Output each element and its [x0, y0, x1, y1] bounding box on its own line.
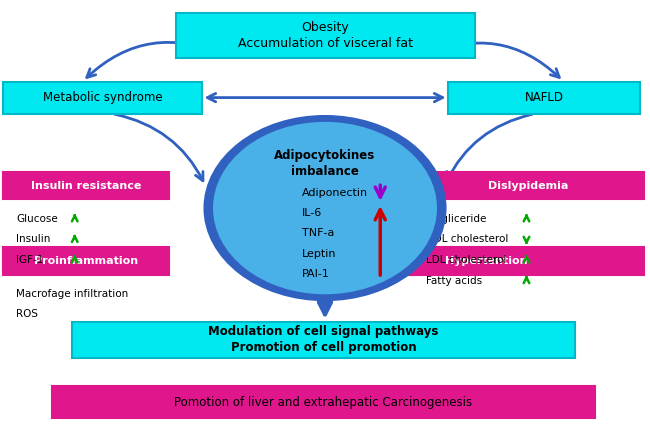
Bar [3, 82, 202, 114]
Text: NAFLD: NAFLD [525, 91, 564, 104]
Bar [72, 322, 575, 358]
Text: Leptin: Leptin [302, 248, 337, 259]
Text: Insulin resistance: Insulin resistance [31, 181, 141, 190]
Bar [448, 82, 640, 114]
Text: IGF-1: IGF-1 [16, 255, 44, 265]
Bar [413, 172, 644, 199]
Text: Dislypidemia: Dislypidemia [488, 181, 568, 190]
Text: Insulin: Insulin [16, 234, 51, 245]
Text: LDL cholesterol: LDL cholesterol [426, 255, 506, 265]
Ellipse shape [203, 115, 447, 301]
Ellipse shape [211, 120, 439, 296]
Text: Trygliceride: Trygliceride [426, 214, 486, 224]
Text: PAI-1: PAI-1 [302, 269, 330, 279]
Bar [328, 247, 644, 275]
Text: Modulation of cell signal pathways
Promotion of cell promotion: Modulation of cell signal pathways Promo… [208, 326, 439, 354]
Text: Macrofage infiltration: Macrofage infiltration [16, 289, 129, 299]
Text: TNF-a: TNF-a [302, 228, 335, 239]
Text: Fatty acids: Fatty acids [426, 275, 482, 286]
Text: Glucose: Glucose [16, 214, 58, 224]
Text: Proinflammation: Proinflammation [34, 256, 138, 266]
Text: Pomotion of liver and extrahepatic Carcinogenesis: Pomotion of liver and extrahepatic Carci… [174, 396, 473, 409]
Bar [52, 386, 595, 418]
Text: HDL cholesterol: HDL cholesterol [426, 234, 508, 245]
Text: ROS: ROS [16, 309, 38, 320]
Text: IL-6: IL-6 [302, 208, 322, 218]
Bar [176, 13, 474, 58]
Bar [3, 247, 169, 275]
Text: Adiponectin: Adiponectin [302, 188, 369, 198]
Bar [3, 172, 169, 199]
Text: Hypertention: Hypertention [445, 256, 527, 266]
Text: Obesity
Accumulation of visceral fat: Obesity Accumulation of visceral fat [237, 21, 413, 50]
Text: Adipocytokines
imbalance: Adipocytokines imbalance [274, 148, 376, 178]
Text: Metabolic syndrome: Metabolic syndrome [42, 91, 162, 104]
